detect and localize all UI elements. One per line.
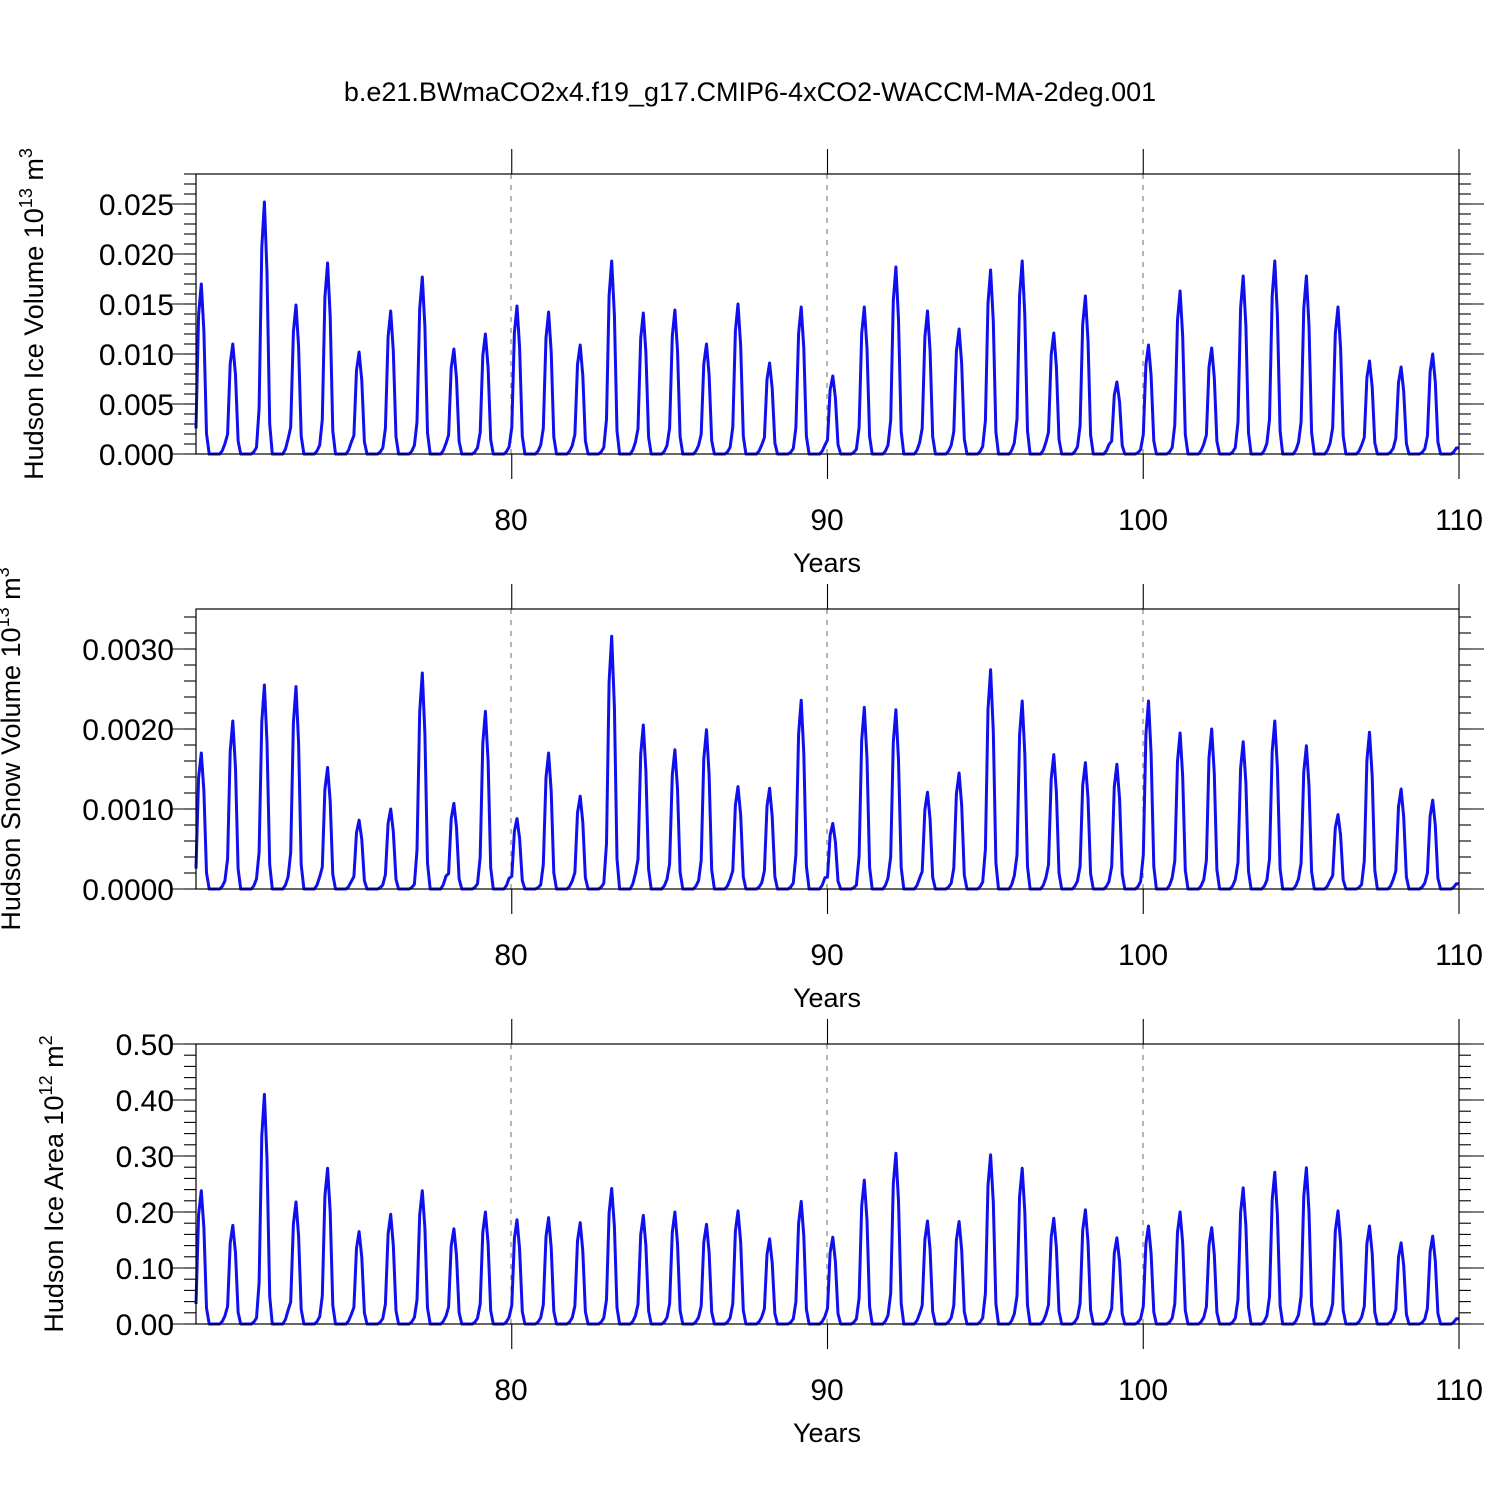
plot-frame-ice-volume — [195, 173, 1460, 455]
y-tick-label: 0.020 — [99, 239, 174, 272]
x-tick-label: 80 — [494, 939, 527, 972]
x-tick-label: 110 — [1435, 504, 1483, 537]
y-axis-label: Hudson Snow Volume 1013 m3 — [0, 567, 26, 930]
x-tick-label: 100 — [1118, 504, 1168, 537]
ticks-ice-volume — [171, 149, 1484, 479]
x-axis-label: Years — [793, 1418, 861, 1448]
x-axis-label: Years — [793, 548, 861, 578]
y-tick-label: 0.000 — [99, 439, 174, 472]
x-tick-label: 80 — [494, 504, 527, 537]
x-tick-label: 90 — [810, 504, 843, 537]
y-tick-label: 0.40 — [116, 1085, 174, 1118]
figure-title: b.e21.BWmaCO2x4.f19_g17.CMIP6-4xCO2-WACC… — [344, 77, 1156, 107]
y-tick-label: 0.30 — [116, 1141, 174, 1174]
x-tick-label: 80 — [494, 1374, 527, 1407]
y-axis-label: Hudson Ice Volume 1013 m3 — [16, 148, 49, 480]
x-tick-label: 110 — [1435, 939, 1483, 972]
y-tick-label: 0.015 — [99, 289, 174, 322]
x-tick-label: 90 — [810, 939, 843, 972]
ticks-snow-volume — [171, 584, 1484, 914]
ticks-ice-area — [171, 1019, 1484, 1349]
plot-frame-ice-area — [195, 1043, 1460, 1325]
y-tick-label: 0.010 — [99, 339, 174, 372]
y-tick-label: 0.0000 — [82, 874, 174, 907]
x-tick-label: 100 — [1118, 1374, 1168, 1407]
panel-ice-volume: 0.000 0.005 0.010 0.015 0.020 0.025 80 9… — [16, 148, 1484, 578]
x-axis-label: Years — [793, 983, 861, 1013]
x-tick-label: 100 — [1118, 939, 1168, 972]
x-tick-label: 90 — [810, 1374, 843, 1407]
y-axis-label: Hudson Ice Area 1012 m2 — [36, 1035, 69, 1332]
y-tick-label: 0.0030 — [82, 634, 174, 667]
plot-frame-snow-volume — [195, 608, 1460, 890]
y-tick-label: 0.00 — [116, 1309, 174, 1342]
panel-snow-volume: 0.0000 0.0010 0.0020 0.0030 80 90 100 11… — [0, 567, 1484, 1013]
x-tick-label: 110 — [1435, 1374, 1483, 1407]
y-tick-label: 0.20 — [116, 1197, 174, 1230]
y-tick-label: 0.005 — [99, 389, 174, 422]
y-tick-label: 0.10 — [116, 1253, 174, 1286]
y-tick-label: 0.50 — [116, 1029, 174, 1062]
y-tick-label: 0.0010 — [82, 794, 174, 827]
panel-ice-area: 0.00 0.10 0.20 0.30 0.40 0.50 80 90 100 … — [36, 1019, 1484, 1448]
y-tick-label: 0.025 — [99, 189, 174, 222]
y-tick-label: 0.0020 — [82, 714, 174, 747]
